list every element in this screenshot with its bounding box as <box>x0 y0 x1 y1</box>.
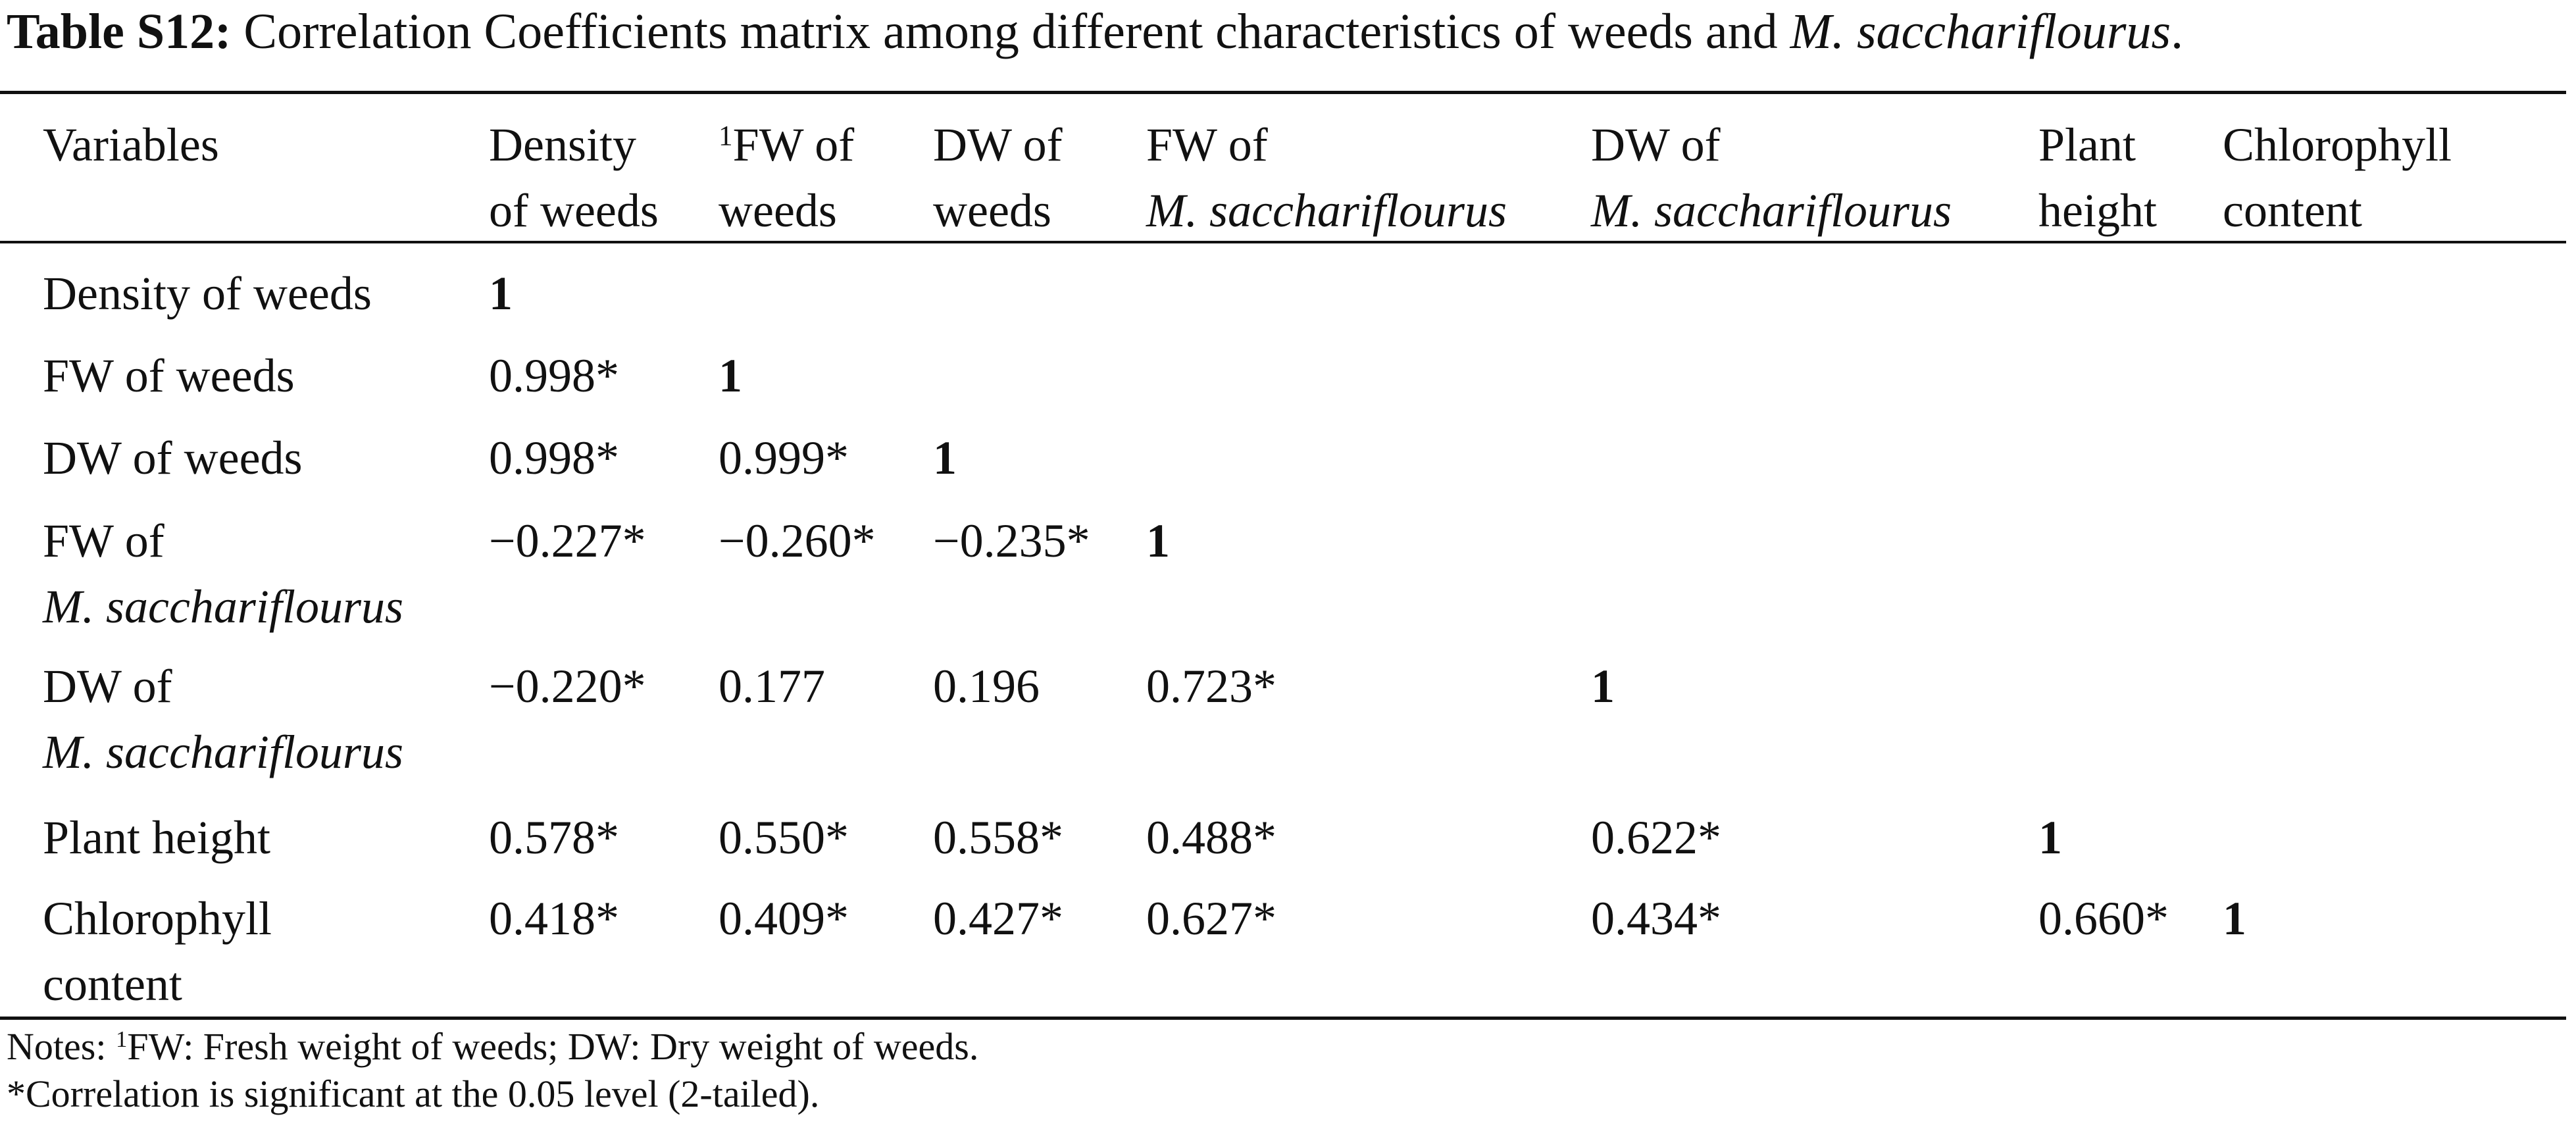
header-plant-height-line1: Plant <box>2038 118 2136 171</box>
row-label: FW of M. sacchariflourus <box>43 508 403 640</box>
table-cell: 0.177 <box>719 660 825 713</box>
header-dw-weeds: DW of weeds <box>933 112 1063 243</box>
notes-prefix: Notes: <box>7 1025 116 1068</box>
table-title-species: M. sacchariflourus <box>1790 4 2171 59</box>
table-cell: −0.235* <box>933 515 1090 567</box>
table-cell: 0.418* <box>489 892 619 945</box>
row-label-line1: DW of <box>43 660 172 713</box>
row-label-line1: FW of <box>43 515 164 567</box>
header-dw-ms-line2: M. sacchariflourus <box>1591 184 1952 237</box>
header-density: Density of weeds <box>489 112 659 243</box>
top-rule <box>0 91 2566 94</box>
table-cell: 1 <box>1146 515 1170 567</box>
table-cell: 0.998* <box>489 349 619 402</box>
header-variables: Variables <box>43 112 219 178</box>
table-label: Table S12: <box>7 4 232 59</box>
header-fw-weeds-line2: weeds <box>719 184 837 237</box>
table-cell: 0.196 <box>933 660 1040 713</box>
row-label: DW of weeds <box>43 425 303 491</box>
row-label: FW of weeds <box>43 343 295 409</box>
header-fw-weeds: 1FW of weeds <box>719 112 854 243</box>
header-fw-ms-line1: FW of <box>1146 118 1268 171</box>
row-label-line2: content <box>43 958 182 1011</box>
table-cell: 1 <box>1591 660 1615 713</box>
header-chlorophyll-line2: content <box>2223 184 2362 237</box>
notes-footnote-mark: 1 <box>115 1026 128 1052</box>
table-cell: 0.998* <box>489 432 619 484</box>
table-cell: 0.409* <box>719 892 849 945</box>
notes-abbreviations: FW: Fresh weight of weeds; DW: Dry weigh… <box>127 1025 979 1068</box>
table-cell: 0.627* <box>1146 892 1276 945</box>
table-cell: 0.550* <box>719 811 849 864</box>
header-dw-weeds-line2: weeds <box>933 184 1051 237</box>
header-dw-ms-line1: DW of <box>1591 118 1721 171</box>
row-label-line1: DW of weeds <box>43 432 303 484</box>
header-fw-ms-line2: M. sacchariflourus <box>1146 184 1507 237</box>
header-fw-weeds-footnote-mark: 1 <box>719 120 733 152</box>
notes-line-2: *Correlation is significant at the 0.05 … <box>7 1071 819 1117</box>
table-cell: 0.723* <box>1146 660 1276 713</box>
row-label-line1: Chlorophyll <box>43 892 272 945</box>
table-cell: 0.434* <box>1591 892 1721 945</box>
table-cell: 0.660* <box>2038 892 2169 945</box>
header-dw-weeds-line1: DW of <box>933 118 1063 171</box>
header-dw-ms: DW of M. sacchariflourus <box>1591 112 1952 243</box>
table-cell: 0.578* <box>489 811 619 864</box>
row-label: DW of M. sacchariflourus <box>43 653 403 785</box>
header-density-line2: of weeds <box>489 184 659 237</box>
header-chlorophyll: Chlorophyll content <box>2223 112 2452 243</box>
row-label-line1: FW of weeds <box>43 349 295 402</box>
header-plant-height: Plant height <box>2038 112 2157 243</box>
notes-line-1: Notes: 1FW: Fresh weight of weeds; DW: D… <box>7 1024 978 1070</box>
row-label-line2: M. sacchariflourus <box>43 726 403 778</box>
table-cell: 1 <box>2038 811 2062 864</box>
table-cell: 1 <box>719 349 742 402</box>
row-label: Chlorophyll content <box>43 886 272 1017</box>
table-title: Table S12: Correlation Coefficients matr… <box>7 0 2183 63</box>
row-label-line2: M. sacchariflourus <box>43 580 403 633</box>
table-cell: −0.220* <box>489 660 646 713</box>
header-variables-text: Variables <box>43 118 219 171</box>
bottom-rule <box>0 1017 2566 1020</box>
row-label-line1: Plant height <box>43 811 270 864</box>
header-fw-weeds-line1: FW of <box>732 118 855 171</box>
row-label: Density of weeds <box>43 261 372 326</box>
table-cell: 1 <box>933 432 957 484</box>
table-cell: 0.558* <box>933 811 1063 864</box>
header-chlorophyll-line1: Chlorophyll <box>2223 118 2452 171</box>
header-fw-ms: FW of M. sacchariflourus <box>1146 112 1507 243</box>
row-label: Plant height <box>43 805 270 870</box>
header-density-line1: Density <box>489 118 636 171</box>
table-cell: 0.622* <box>1591 811 1721 864</box>
header-plant-height-line2: height <box>2038 184 2157 237</box>
notes-significance: *Correlation is significant at the 0.05 … <box>7 1072 820 1115</box>
table-cell: 1 <box>2223 892 2246 945</box>
table-cell: 0.427* <box>933 892 1063 945</box>
table-title-end: . <box>2171 4 2184 59</box>
table-title-text: Correlation Coefficients matrix among di… <box>231 4 1790 59</box>
row-label-line1: Density of weeds <box>43 267 372 320</box>
table-cell: 1 <box>489 267 513 320</box>
table-cell: −0.227* <box>489 515 646 567</box>
table-cell: 0.999* <box>719 432 849 484</box>
table-cell: 0.488* <box>1146 811 1276 864</box>
header-rule <box>0 241 2566 243</box>
table-cell: −0.260* <box>719 515 876 567</box>
